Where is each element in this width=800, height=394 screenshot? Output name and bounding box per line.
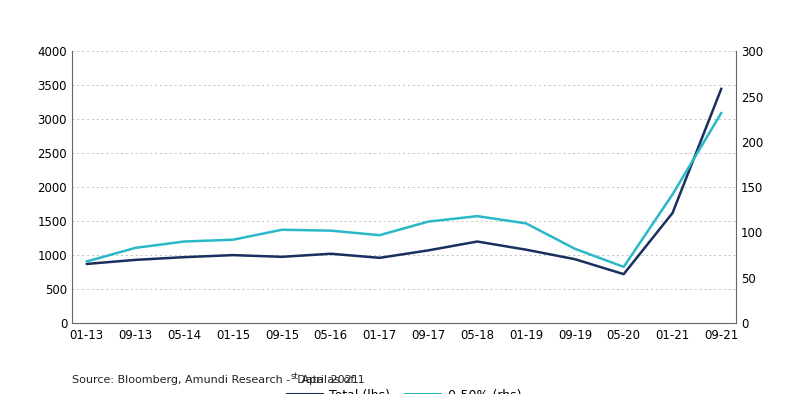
Text: April 2021: April 2021	[298, 375, 359, 385]
Text: st: st	[290, 372, 298, 381]
Legend: Total (lhs), 0-50% (rhs): Total (lhs), 0-50% (rhs)	[282, 384, 526, 394]
Text: Source: Bloomberg, Amundi Research -  Data as of 1: Source: Bloomberg, Amundi Research - Dat…	[72, 375, 365, 385]
